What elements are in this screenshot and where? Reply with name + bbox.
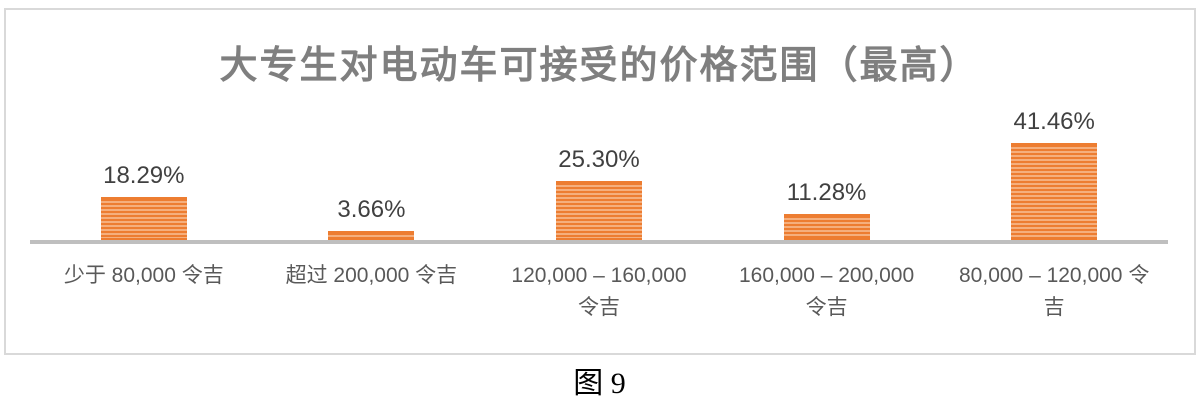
bar-value-label: 25.30%: [558, 145, 640, 173]
x-axis-category-label: 160,000 – 200,000 令吉: [738, 264, 915, 319]
bar-value-label: 11.28%: [786, 178, 867, 206]
bar-group: 18.29%: [30, 100, 258, 240]
bar-group: 11.28%: [713, 100, 941, 240]
x-axis-line: [30, 240, 1168, 244]
x-axis-category-label: 80,000 – 120,000 令 吉: [959, 264, 1150, 319]
bar: [1011, 143, 1098, 240]
bar: [328, 231, 415, 240]
bar-value-label: 3.66%: [337, 196, 406, 224]
bar: [783, 213, 870, 240]
bar-value-label: 41.46%: [1013, 108, 1095, 135]
bar-group: 41.46%: [940, 100, 1168, 240]
x-axis-labels: 少于 80,000 令吉 超过 200,000 令吉 120,000 – 160,0…: [30, 260, 1168, 324]
x-axis-category-label: 少于 80,000 令吉: [63, 264, 224, 287]
x-axis-category-label: 120,000 – 160,000 令吉: [511, 264, 687, 319]
x-axis-category-label: 超过 200,000 令吉: [285, 264, 458, 287]
bar-value-label: 18.29%: [103, 162, 185, 190]
bar-group: 3.66%: [258, 100, 486, 240]
bar: [100, 197, 187, 240]
bar-group: 25.30%: [485, 100, 713, 240]
figure-caption: 图 9: [573, 367, 626, 400]
bar: [555, 180, 642, 240]
plot-area: 18.29% 3.66% 25.30% 11.28% 41.46%: [30, 100, 1168, 240]
chart-title: 大专生对电动车可接受的价格范围（最高）: [219, 45, 980, 87]
